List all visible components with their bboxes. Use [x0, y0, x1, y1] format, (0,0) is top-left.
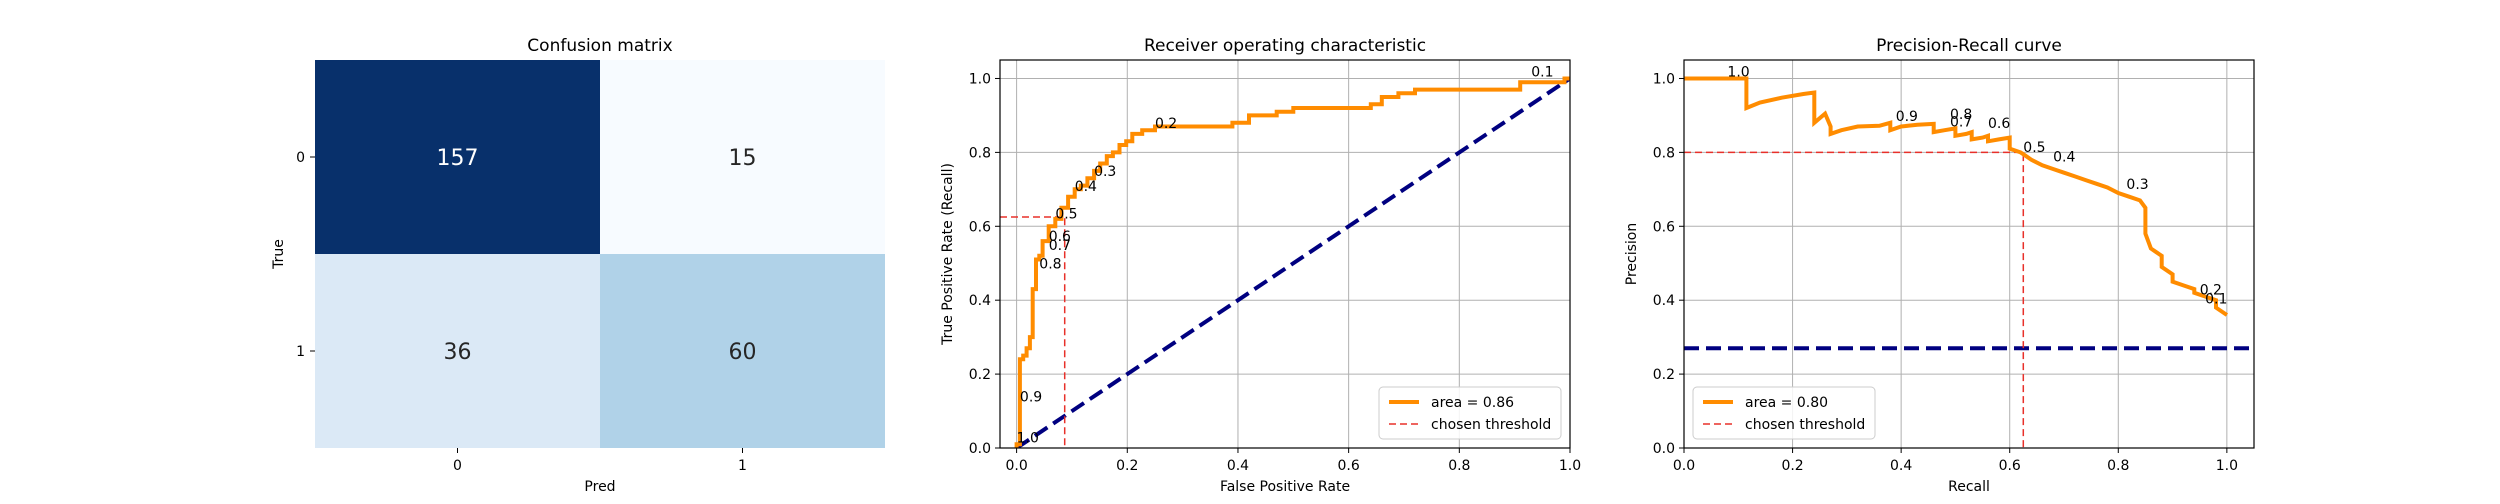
- x-tick-label: 0.8: [2107, 458, 2129, 474]
- x-tick-label: 0.2: [1781, 458, 1803, 474]
- x-tick-label: 0.0: [1673, 458, 1695, 474]
- confusion-matrix-panel: 157 15 36 60 0 1 0 1 Confusion matrix Pred True: [271, 36, 885, 495]
- threshold-annotation: 0.8: [1039, 257, 1061, 273]
- y-tick-label: 0: [296, 150, 305, 166]
- threshold-annotation: 0.9: [1020, 390, 1042, 406]
- cell-value-label: 36: [444, 340, 472, 365]
- curve-line: [1014, 76, 1570, 448]
- y-tick-label: 0.8: [1653, 145, 1675, 161]
- legend-label: chosen threshold: [1745, 417, 1865, 433]
- x-axis-label: Pred: [584, 479, 615, 495]
- chart-title: Precision-Recall curve: [1876, 36, 2062, 56]
- threshold-annotation: 0.8: [1950, 107, 1972, 123]
- threshold-annotation: 0.6: [1988, 116, 2010, 132]
- threshold-annotation: 0.2: [1155, 116, 1177, 132]
- legend-box: [1378, 386, 1562, 440]
- x-tick-label: 0.6: [1338, 458, 1360, 474]
- x-axis-label: Recall: [1948, 479, 1990, 495]
- threshold-annotation: 1.0: [1017, 430, 1039, 446]
- threshold-annotation: 0.7: [1950, 114, 1972, 130]
- heatmap-cell: [315, 60, 600, 254]
- cell-value-label: 15: [729, 146, 757, 171]
- heatmap-cell: [600, 254, 885, 448]
- plot-area: [1000, 76, 1570, 448]
- roc-curve-panel: 0.0 0.2 0.4 0.6 0.8 1.0 0.0 0.2 0.4 0.6 0.8 1.0 1.0 0…: [940, 36, 1581, 495]
- threshold-annotation: 0.4: [1075, 179, 1097, 195]
- threshold-annotation: 0.2: [2200, 282, 2222, 298]
- y-axis-label: Precision: [1624, 223, 1640, 285]
- legend-label: area = 0.80: [1745, 395, 1828, 411]
- x-tick-label: 1: [738, 458, 747, 474]
- legend: area = 0.80 chosen threshold: [1692, 386, 1876, 440]
- y-tick-label: 0.4: [969, 293, 991, 309]
- axes-frame: [1683, 59, 2255, 449]
- x-tick-label: 0.8: [1448, 458, 1470, 474]
- x-tick-label: 0: [453, 458, 462, 474]
- y-axis-label: True Positive Rate (Recall): [940, 163, 956, 346]
- threshold-annotation: 0.4: [2053, 149, 2075, 165]
- curve-line: [1684, 76, 2229, 317]
- cell-value-label: 60: [729, 340, 757, 365]
- threshold-annotation: 0.9: [1896, 109, 1918, 125]
- x-tick-label: 0.4: [1890, 458, 1912, 474]
- threshold-annotation: 0.1: [1531, 64, 1553, 80]
- y-tick-label: 0.2: [969, 367, 991, 383]
- y-tick-label: 0.6: [1653, 219, 1675, 235]
- y-tick-label: 0.8: [969, 145, 991, 161]
- plot-area: [1684, 76, 2254, 448]
- heatmap-cell: [315, 254, 600, 448]
- y-tick-label: 0.2: [1653, 367, 1675, 383]
- y-tick-label: 0.0: [969, 441, 991, 457]
- heatmap-cell: [600, 60, 885, 254]
- threshold-annotation: 0.5: [1055, 207, 1077, 223]
- threshold-annotation: 0.6: [1049, 229, 1071, 245]
- axes-frame: [999, 59, 1571, 449]
- x-tick-label: 0.2: [1116, 458, 1138, 474]
- x-tick-label: 1.0: [2216, 458, 2238, 474]
- y-axis-label: True: [271, 239, 287, 270]
- legend-label: area = 0.86: [1431, 395, 1514, 411]
- legend: area = 0.86 chosen threshold: [1378, 386, 1562, 440]
- legend-label: chosen threshold: [1431, 417, 1551, 433]
- y-tick-label: 0.0: [1653, 441, 1675, 457]
- threshold-annotation: 0.7: [1049, 238, 1071, 254]
- x-tick-label: 1.0: [1559, 458, 1581, 474]
- y-tick-label: 1.0: [969, 71, 991, 87]
- chosen-threshold-line: [1684, 151, 2025, 448]
- threshold-annotation: 0.1: [2205, 292, 2227, 308]
- chart-title: Confusion matrix: [527, 36, 672, 56]
- precision-recall-panel: 0.0 0.2 0.4 0.6 0.8 1.0 0.0 0.2 0.4 0.6 0.8 1.0 1.0 0…: [1624, 36, 2255, 495]
- cell-value-label: 157: [437, 146, 479, 171]
- legend-box: [1692, 386, 1876, 440]
- y-tick-label: 1.0: [1653, 71, 1675, 87]
- baseline-dashed-line: [1015, 76, 1570, 448]
- x-tick-label: 0.6: [1999, 458, 2021, 474]
- x-tick-label: 0.4: [1227, 458, 1249, 474]
- y-tick-label: 1: [296, 344, 305, 360]
- y-tick-label: 0.4: [1653, 293, 1675, 309]
- threshold-annotation: 0.5: [2023, 140, 2045, 156]
- threshold-annotation: 0.3: [1094, 164, 1116, 180]
- threshold-annotation: 0.3: [2126, 177, 2148, 193]
- y-tick-label: 0.6: [969, 219, 991, 235]
- threshold-annotation: 1.0: [1727, 64, 1749, 80]
- chart-title: Receiver operating characteristic: [1144, 36, 1426, 56]
- x-tick-label: 0.0: [1005, 458, 1027, 474]
- x-axis-label: False Positive Rate: [1220, 479, 1350, 495]
